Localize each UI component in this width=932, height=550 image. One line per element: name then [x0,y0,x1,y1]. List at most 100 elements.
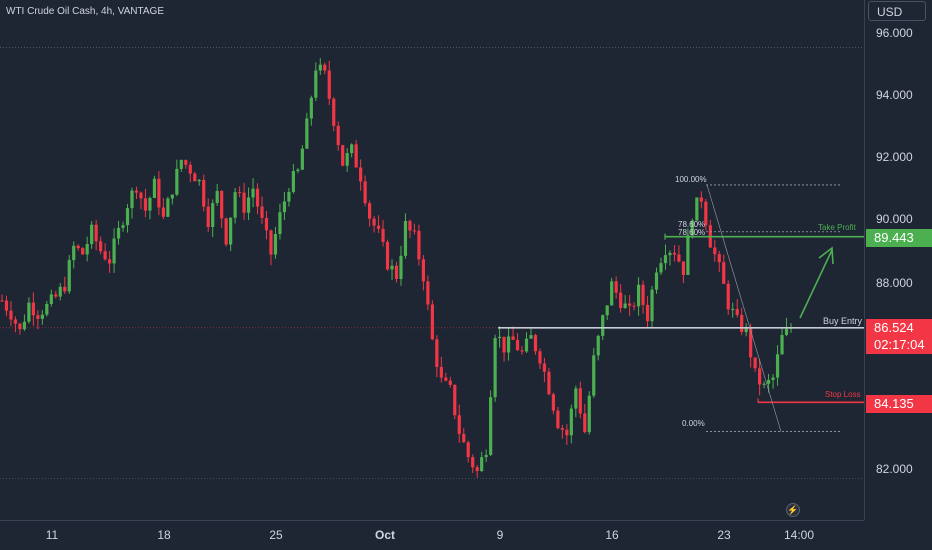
candle-body [538,351,542,364]
candle-body [125,208,130,226]
candle-body [13,319,18,324]
candle-body [439,366,443,378]
candle-body [58,286,62,297]
candle-body [457,415,461,434]
candle-body [305,118,309,149]
candle-body [578,388,582,414]
candle-body [645,304,650,322]
candle-body [332,98,336,126]
candle-body [556,410,560,429]
candle-body [726,283,730,310]
candle-body [260,206,264,218]
currency-selector[interactable]: USD [868,1,926,21]
candle-body [690,220,694,236]
candle-body [242,192,246,213]
candle-body [237,192,242,194]
candle-body [49,294,53,305]
candle-body [713,247,717,255]
symbol-title: WTI Crude Oil Cash, 4h, VANTAGE [6,6,165,17]
x-tick-label: 11 [45,528,59,542]
candle-body [524,338,529,352]
candle-body [771,377,775,380]
candle-body [31,302,35,316]
candle-body [695,197,699,221]
candle-body [264,217,269,231]
candle-body [282,201,287,213]
lightning-icon[interactable]: ⚡ [786,503,800,517]
candle-body [314,70,318,98]
candle-body [529,335,533,339]
x-tick-label: 9 [496,528,504,542]
candle-body [202,179,206,207]
candle-body [54,294,58,297]
candle-body [390,265,394,270]
candle-body [471,457,475,468]
candle-body [498,336,502,339]
y-tick-label: 94.000 [876,88,913,102]
candle-body [511,336,515,340]
candle-body [103,251,107,260]
candle-body [435,339,439,367]
fib-786-label: 78.60% [678,220,706,229]
candle-body [90,224,94,245]
y-tick-label: 88.000 [876,276,913,290]
candle-body [462,433,466,443]
y-tick-label: 96.000 [876,26,913,40]
candle-body [175,168,179,195]
candle-body [520,350,524,352]
candle-body [408,220,412,231]
candle-body [654,272,659,290]
candle-body [269,230,273,255]
candle-body [27,302,31,322]
x-tick-label: Oct [374,528,396,542]
candle-body [220,190,224,219]
candle-body [493,338,497,398]
candle-body [650,289,654,322]
candle-body [161,207,165,217]
candle-body [188,164,192,174]
candle-body [480,457,484,472]
candle-body [381,228,385,242]
candle-body [179,160,183,169]
candle-body [426,281,430,305]
candle-body [780,334,784,355]
candle-body [251,188,255,198]
candle-body [130,190,134,209]
candle-body [430,304,434,340]
y-tick-label: 82.000 [876,462,913,476]
candle-body [681,261,686,275]
candle-body [605,305,609,316]
candle-body [372,218,376,226]
buy-entry-label: Buy Entry [823,316,863,326]
candle-body [668,252,672,256]
candle-body [610,281,614,306]
candle-body [67,260,71,292]
bar-countdown: 02:17:04 [866,336,932,354]
candle-body [63,286,67,292]
candle-body [484,454,488,458]
candle-body [255,188,260,207]
candle-body [749,327,753,358]
candle-body [81,248,85,255]
candle-body [775,354,780,378]
candle-body [506,336,511,353]
candle-body [211,203,215,227]
take-profit-price-tag: 89.443 [866,229,932,247]
candle-body [0,300,4,302]
candle-body [699,197,703,202]
candle-body [139,192,143,199]
candle-body [394,265,399,279]
candle-body [134,190,139,193]
candle-body [753,357,757,369]
candle-body [489,397,493,455]
candle-body [448,380,452,385]
candle-body [345,153,349,166]
candle-body [76,245,80,249]
candle-body [686,235,690,275]
candle-body [215,190,219,204]
candle-body [359,167,363,182]
candle-body [22,321,27,330]
candle-body [300,148,304,170]
